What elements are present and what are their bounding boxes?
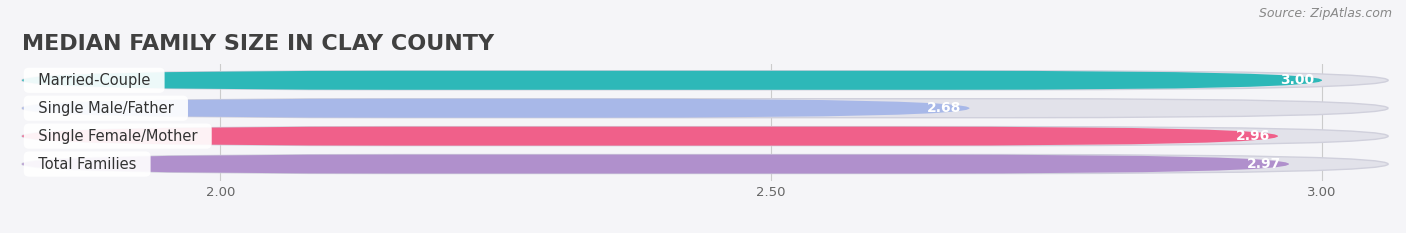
FancyBboxPatch shape xyxy=(22,127,1278,146)
Text: MEDIAN FAMILY SIZE IN CLAY COUNTY: MEDIAN FAMILY SIZE IN CLAY COUNTY xyxy=(22,34,494,54)
Text: Married-Couple: Married-Couple xyxy=(30,73,159,88)
FancyBboxPatch shape xyxy=(22,99,970,118)
Text: Total Families: Total Families xyxy=(30,157,145,171)
FancyBboxPatch shape xyxy=(22,71,1322,90)
Text: 2.96: 2.96 xyxy=(1236,129,1270,143)
Text: 2.97: 2.97 xyxy=(1247,157,1281,171)
Text: Single Female/Mother: Single Female/Mother xyxy=(30,129,207,144)
FancyBboxPatch shape xyxy=(22,99,1388,118)
Text: 3.00: 3.00 xyxy=(1279,73,1313,87)
FancyBboxPatch shape xyxy=(22,71,1388,90)
FancyBboxPatch shape xyxy=(22,154,1289,174)
FancyBboxPatch shape xyxy=(22,154,1388,174)
Text: Single Male/Father: Single Male/Father xyxy=(30,101,183,116)
FancyBboxPatch shape xyxy=(22,127,1388,146)
Text: Source: ZipAtlas.com: Source: ZipAtlas.com xyxy=(1258,7,1392,20)
Text: 2.68: 2.68 xyxy=(927,101,962,115)
